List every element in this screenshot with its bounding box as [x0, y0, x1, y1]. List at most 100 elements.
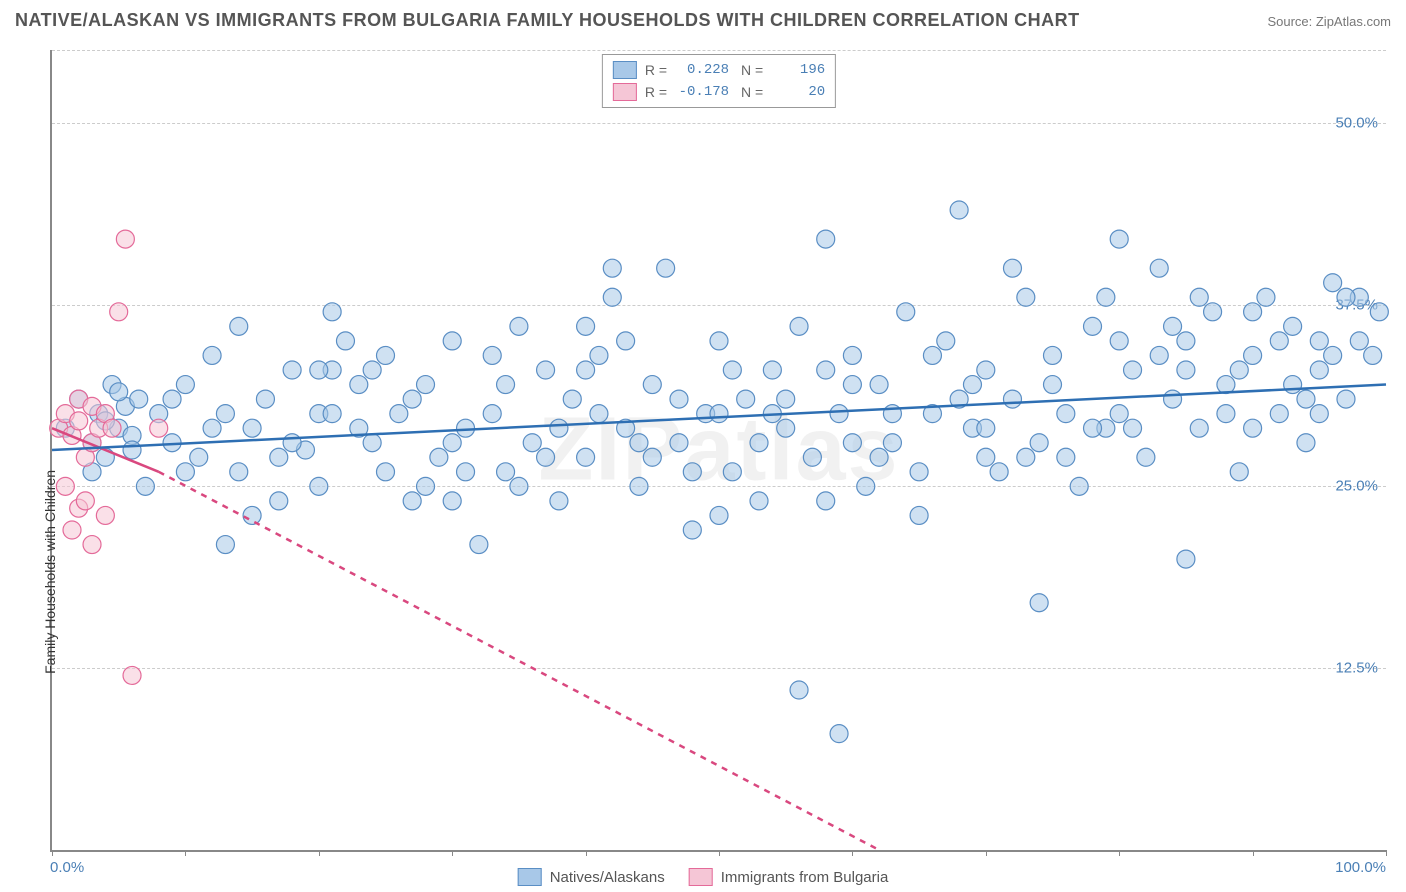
- data-point: [977, 448, 995, 466]
- data-point: [843, 434, 861, 452]
- data-point: [390, 405, 408, 423]
- data-point: [710, 332, 728, 350]
- data-point: [523, 434, 541, 452]
- data-point: [1310, 332, 1328, 350]
- data-point: [230, 463, 248, 481]
- bottom-legend: Natives/Alaskans Immigrants from Bulgari…: [518, 868, 889, 886]
- data-point: [350, 376, 368, 394]
- data-point: [1324, 274, 1342, 292]
- data-point: [1044, 346, 1062, 364]
- data-point: [710, 405, 728, 423]
- data-point: [123, 666, 141, 684]
- data-point: [1124, 361, 1142, 379]
- data-point: [630, 477, 648, 495]
- data-point: [1190, 288, 1208, 306]
- data-point: [630, 434, 648, 452]
- data-point: [443, 492, 461, 510]
- stat-n-label: N =: [737, 62, 763, 78]
- data-point: [763, 361, 781, 379]
- data-point: [1244, 303, 1262, 321]
- data-point: [870, 376, 888, 394]
- x-tick-mark: [1253, 850, 1254, 856]
- x-tick-mark: [319, 850, 320, 856]
- stat-n-value-1: 196: [771, 62, 825, 78]
- data-point: [110, 303, 128, 321]
- legend-item-series1: Natives/Alaskans: [518, 868, 665, 886]
- data-point: [1177, 361, 1195, 379]
- data-point: [310, 477, 328, 495]
- data-point: [870, 448, 888, 466]
- data-point: [590, 405, 608, 423]
- stats-row-series2: R = -0.178 N = 20: [613, 81, 825, 103]
- trend-line: [159, 472, 879, 850]
- data-point: [1177, 550, 1195, 568]
- x-tick-mark: [1119, 850, 1120, 856]
- data-point: [363, 434, 381, 452]
- data-point: [1110, 405, 1128, 423]
- data-point: [1204, 303, 1222, 321]
- data-point: [1284, 317, 1302, 335]
- data-point: [750, 434, 768, 452]
- data-point: [550, 492, 568, 510]
- stat-r-label: R =: [645, 62, 667, 78]
- data-point: [897, 303, 915, 321]
- data-point: [1084, 419, 1102, 437]
- data-point: [310, 361, 328, 379]
- data-point: [563, 390, 581, 408]
- data-point: [603, 259, 621, 277]
- data-point: [123, 441, 141, 459]
- data-point: [203, 419, 221, 437]
- data-point: [443, 434, 461, 452]
- data-point: [510, 317, 528, 335]
- data-point: [817, 230, 835, 248]
- data-point: [176, 463, 194, 481]
- data-point: [857, 477, 875, 495]
- data-point: [1057, 405, 1075, 423]
- data-point: [243, 506, 261, 524]
- x-tick-mark: [52, 850, 53, 856]
- data-point: [657, 259, 675, 277]
- data-point: [403, 390, 421, 408]
- x-axis-min-label: 0.0%: [50, 859, 84, 876]
- data-point: [737, 390, 755, 408]
- data-point: [910, 506, 928, 524]
- data-point: [323, 303, 341, 321]
- swatch-blue-icon: [518, 868, 542, 886]
- stats-legend-box: R = 0.228 N = 196 R = -0.178 N = 20: [602, 54, 836, 108]
- data-point: [470, 536, 488, 554]
- swatch-blue-icon: [613, 61, 637, 79]
- data-point: [76, 492, 94, 510]
- data-point: [1270, 405, 1288, 423]
- data-point: [230, 317, 248, 335]
- data-point: [63, 521, 81, 539]
- data-point: [990, 463, 1008, 481]
- source-attribution: Source: ZipAtlas.com: [1267, 14, 1391, 29]
- data-point: [1030, 594, 1048, 612]
- data-point: [1164, 390, 1182, 408]
- data-point: [1257, 288, 1275, 306]
- data-point: [136, 477, 154, 495]
- data-point: [283, 361, 301, 379]
- data-point: [1217, 405, 1235, 423]
- data-point: [377, 346, 395, 364]
- data-point: [417, 477, 435, 495]
- stat-n-value-2: 20: [771, 84, 825, 100]
- data-point: [643, 376, 661, 394]
- data-point: [790, 317, 808, 335]
- data-point: [1110, 332, 1128, 350]
- data-point: [817, 492, 835, 510]
- data-point: [1003, 259, 1021, 277]
- legend-item-series2: Immigrants from Bulgaria: [689, 868, 889, 886]
- data-point: [790, 681, 808, 699]
- data-point: [1364, 346, 1382, 364]
- data-point: [130, 390, 148, 408]
- data-point: [1337, 390, 1355, 408]
- data-point: [1044, 376, 1062, 394]
- swatch-pink-icon: [613, 83, 637, 101]
- data-point: [683, 463, 701, 481]
- x-tick-mark: [1386, 850, 1387, 856]
- data-point: [617, 332, 635, 350]
- data-point: [483, 346, 501, 364]
- scatter-plot-svg: [52, 50, 1386, 850]
- data-point: [1297, 434, 1315, 452]
